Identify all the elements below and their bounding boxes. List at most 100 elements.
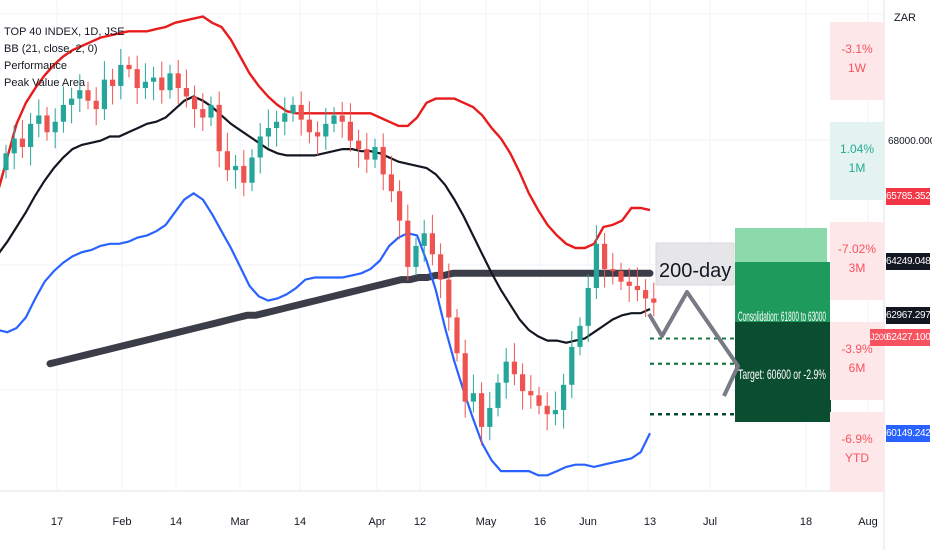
candle [224,132,230,182]
candle [479,382,485,446]
candle [470,374,476,413]
candle-body [356,140,362,150]
candle-body [561,384,567,411]
x-tick-label: 16 [534,516,546,528]
candle-body [552,410,558,415]
price-axis-bg [884,0,932,550]
candle [60,86,66,133]
price-tag: 64249.0488 [886,252,932,270]
candle [429,214,435,266]
candle-body [429,233,435,255]
candle-body [11,138,17,154]
price-tag: 60149.2423 [886,425,932,443]
candle [528,375,534,409]
candle-body [175,73,181,89]
performance-period: 6M [848,361,866,375]
x-tick-label: 14 [294,516,306,528]
candle [503,348,509,399]
candle [257,123,263,174]
consolidation-top-box [735,228,827,262]
candle [306,101,312,144]
candle [159,61,165,104]
candle [610,253,616,285]
candle-body [577,325,583,347]
candle [233,154,239,189]
candle-body [224,151,230,171]
candle [347,103,353,152]
candle-body [454,317,460,354]
target-box [735,322,831,422]
candle [118,48,124,100]
candle-body [626,281,632,286]
performance-period: 1W [848,61,866,75]
candle-body [69,98,75,105]
candle-body [19,138,25,147]
candle-body [610,269,616,272]
performance-period: 1M [848,161,866,175]
candle-body [602,243,608,270]
candle [142,63,148,100]
candle-body [167,73,173,91]
performance-box-1w: -3.1% 1W [830,22,884,100]
candle-body [339,115,345,122]
candle-body [257,136,263,158]
candle [454,309,460,362]
x-tick-label: Jun [579,516,597,528]
legend-pva[interactable]: Peak Value Area [4,77,86,89]
candle [126,56,132,78]
performance-period: 3M [848,261,866,275]
candle [282,97,288,136]
candle-body [233,165,239,171]
candle [372,138,378,169]
candle [19,120,25,158]
chart-legend: TOP 40 INDEX, 1D, JSE BB (21, close, 2, … [4,24,125,92]
candle-body [274,121,280,129]
candle [249,149,255,192]
candle-body [470,393,476,402]
candle-body [298,104,304,120]
legend-bb[interactable]: BB (21, close, 2, 0) [4,43,98,55]
sma-200-line [46,269,654,368]
candle [28,112,34,166]
bollinger-bands-layer [0,15,651,477]
candle [413,237,419,276]
candle-body [413,245,419,267]
legend-symbol[interactable]: TOP 40 INDEX, 1D, JSE [4,26,125,38]
candle-body [200,109,206,118]
candle-body [347,121,353,141]
candle-body [28,123,34,147]
candle-body [388,174,394,192]
candle-body [536,395,542,406]
candle [487,391,493,441]
candle-body [593,243,599,288]
candle-body [93,100,99,110]
candle [380,133,386,191]
candle [651,282,657,317]
candle [85,81,91,110]
candle [134,55,140,105]
candle [175,59,181,105]
candle-body [192,96,198,110]
legend-performance[interactable]: Performance [4,60,67,72]
candle [643,279,649,318]
candle-body [126,64,132,70]
candle [511,343,517,386]
candle [421,219,427,262]
candle [438,243,444,299]
candle [93,87,99,126]
candle-body [380,146,386,175]
candle [495,374,501,417]
candle [339,101,345,138]
x-tick-label: May [476,516,497,528]
candle-body [142,81,148,89]
target-text: Target: 60600 or -2.9% [738,366,826,382]
price-tag: 62967.2971 [886,306,932,324]
candle-body [241,165,247,183]
candle-body [151,77,157,82]
candle [323,107,329,150]
candle [265,109,271,148]
x-tick-label: Feb [113,516,132,528]
candle-body [323,123,329,137]
